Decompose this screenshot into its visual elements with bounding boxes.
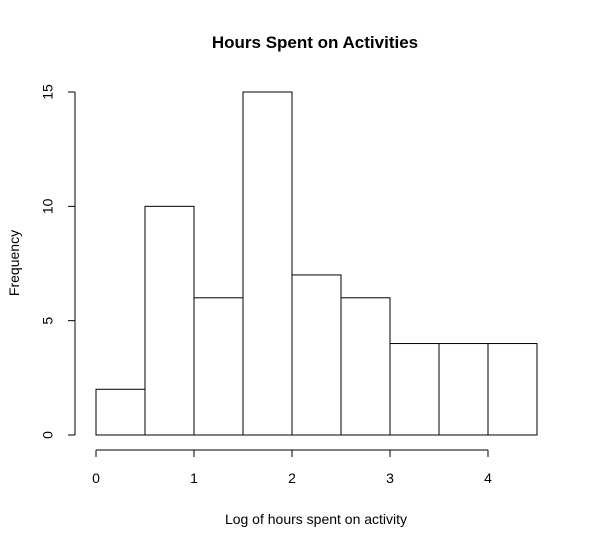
- y-tick-label: 0: [40, 431, 56, 439]
- y-tick-label: 5: [40, 317, 56, 325]
- y-tick-label: 10: [40, 198, 56, 214]
- histogram-bar: [193, 297, 244, 436]
- y-axis: 0 5 10 15: [40, 84, 76, 439]
- y-tick-label: 15: [40, 84, 56, 100]
- bars-group: [95, 91, 538, 436]
- x-tick-label: 0: [92, 470, 100, 486]
- y-axis-label: Frequency: [6, 230, 22, 296]
- x-tick-label: 3: [386, 470, 394, 486]
- x-tick-label: 1: [190, 470, 198, 486]
- histogram-bar: [291, 274, 342, 436]
- histogram-bar: [95, 388, 146, 436]
- x-axis: 0 1 2 3 4: [92, 449, 492, 486]
- histogram-bar: [389, 343, 440, 436]
- histogram-bar: [438, 343, 489, 436]
- chart-title: Hours Spent on Activities: [212, 33, 418, 52]
- histogram-bar: [144, 205, 195, 436]
- x-tick-label: 2: [288, 470, 296, 486]
- x-axis-label: Log of hours spent on activity: [225, 511, 407, 527]
- histogram-bar: [242, 91, 293, 436]
- histogram-bar: [487, 343, 538, 436]
- x-tick-label: 4: [484, 470, 492, 486]
- histogram-bar: [340, 297, 391, 436]
